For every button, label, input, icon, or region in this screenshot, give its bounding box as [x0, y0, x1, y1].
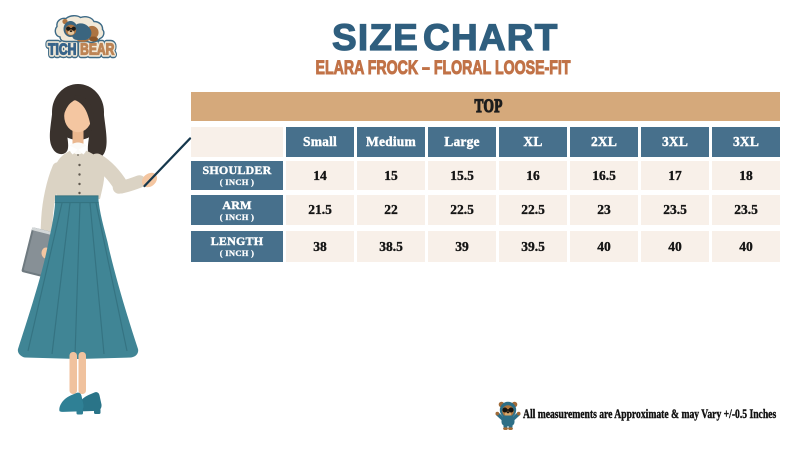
svg-text:TICH: TICH [48, 40, 76, 58]
svg-text:BEAR: BEAR [80, 40, 114, 58]
svg-text:TICH: TICH [48, 40, 76, 58]
svg-text:BEAR: BEAR [80, 40, 114, 58]
